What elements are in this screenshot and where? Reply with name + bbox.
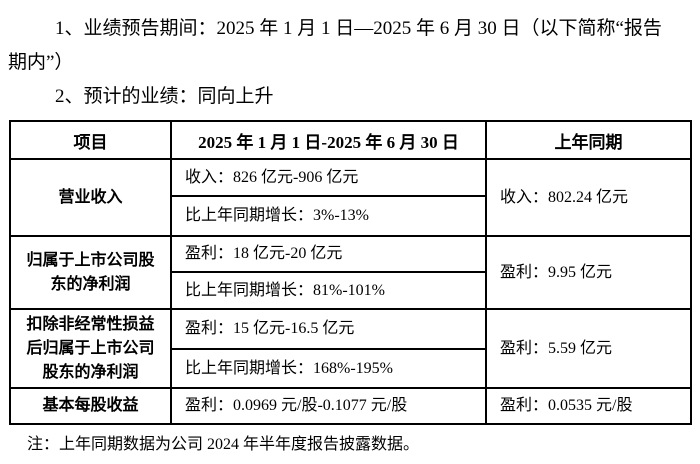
row-eps-label: 基本每股收益 xyxy=(9,387,172,425)
intro-text: 1、业绩预告期间：2025 年 1 月 1 日—2025 年 6 月 30 日（… xyxy=(8,12,694,114)
table-header-row: 项目 2025 年 1 月 1 日-2025 年 6 月 30 日 上年同期 xyxy=(9,120,692,160)
header-prior-period: 上年同期 xyxy=(485,120,692,160)
row-deducted-profit-current-growth: 比上年同期增长：168%-195% xyxy=(170,348,487,389)
row-deducted-profit-prior: 盈利：5.59 亿元 xyxy=(485,308,692,389)
table-row: 比上年同期增长：3%-13% xyxy=(10,195,691,237)
table-row: 扣除非经常性损益后归属于上市公司股东的净利润 盈利：15 亿元-16.5 亿元 … xyxy=(9,308,692,389)
table-row: 归属于上市公司股东的净利润 盈利：18 亿元-20 亿元 盈利：9.95 亿元 xyxy=(9,235,692,310)
table-row: 营业收入 收入：826 亿元-906 亿元 收入：802.24 亿元 xyxy=(9,158,692,237)
forecast-table: 项目 2025 年 1 月 1 日-2025 年 6 月 30 日 上年同期 营… xyxy=(9,120,692,425)
table-row: 基本每股收益 盈利：0.0969 元/股-0.1077 元/股 盈利：0.053… xyxy=(9,387,692,425)
row-revenue-current-growth: 比上年同期增长：3%-13% xyxy=(170,195,487,237)
row-revenue-prior: 收入：802.24 亿元 xyxy=(485,158,692,237)
row-eps-current-range: 盈利：0.0969 元/股-0.1077 元/股 xyxy=(170,387,487,425)
footnote: 注：上年同期数据为公司 2024 年半年度报告披露数据。 xyxy=(27,436,420,453)
header-current-period: 2025 年 1 月 1 日-2025 年 6 月 30 日 xyxy=(170,120,487,160)
row-net-profit-current-growth: 比上年同期增长：81%-101% xyxy=(170,271,487,310)
row-net-profit-current-range: 盈利：18 亿元-20 亿元 xyxy=(170,235,487,273)
row-deducted-profit-label: 扣除非经常性损益后归属于上市公司股东的净利润 xyxy=(9,308,172,389)
table-row: 比上年同期增长：81%-101% xyxy=(10,271,691,310)
forecast-period-line1: 1、业绩预告期间：2025 年 1 月 1 日—2025 年 6 月 30 日（… xyxy=(55,18,662,39)
row-revenue-label: 营业收入 xyxy=(9,158,172,237)
row-deducted-profit-current-range: 盈利：15 亿元-16.5 亿元 xyxy=(170,308,487,350)
row-eps-prior: 盈利：0.0535 元/股 xyxy=(485,387,692,425)
row-revenue-current-range: 收入：826 亿元-906 亿元 xyxy=(170,158,487,197)
header-item: 项目 xyxy=(9,120,172,160)
forecast-period-line2: 期内”） xyxy=(8,52,74,73)
row-net-profit-label: 归属于上市公司股东的净利润 xyxy=(9,235,172,310)
expected-performance-line: 2、预计的业绩：同向上升 xyxy=(55,86,274,107)
table-row: 比上年同期增长：168%-195% xyxy=(10,348,691,389)
row-net-profit-prior: 盈利：9.95 亿元 xyxy=(485,235,692,310)
